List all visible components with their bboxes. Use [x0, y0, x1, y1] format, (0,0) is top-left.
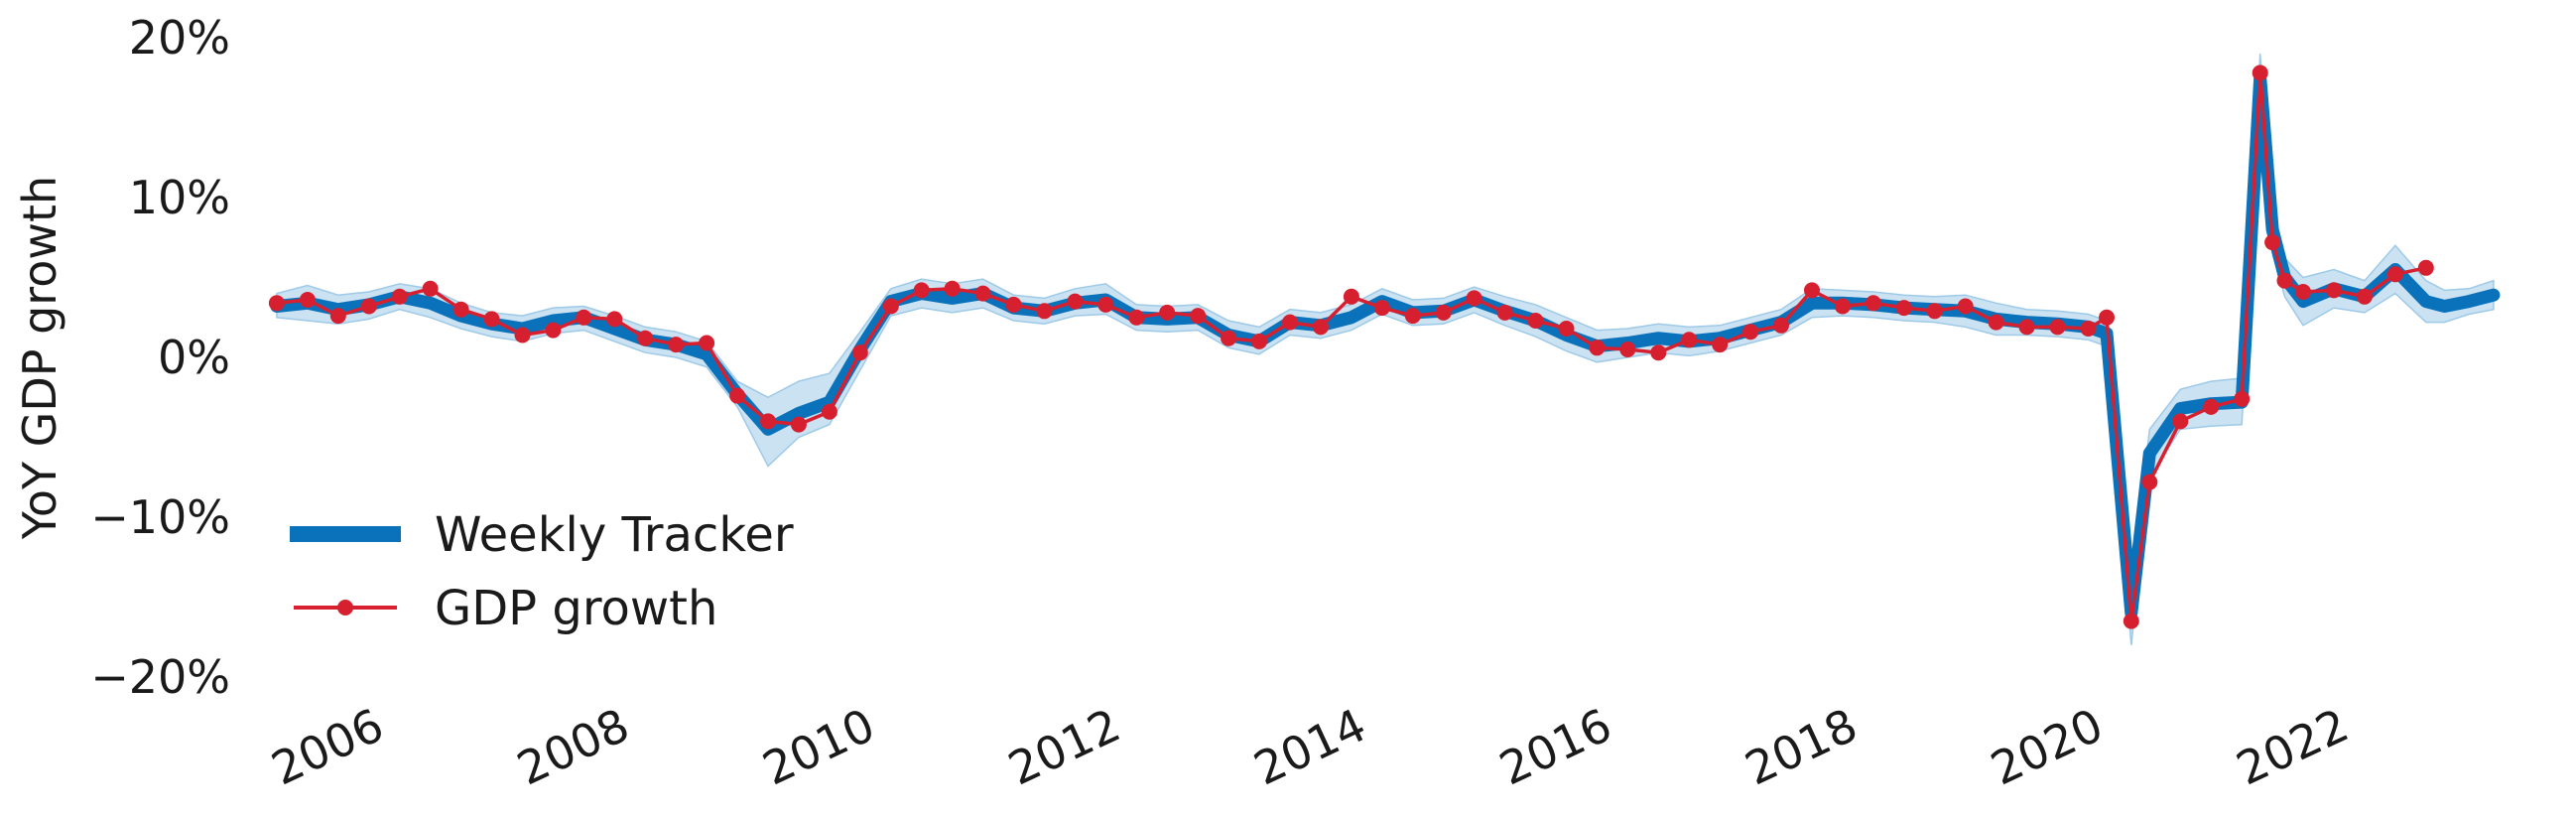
gdp-growth-point: [2276, 272, 2293, 289]
legend: Weekly Tracker GDP growth: [290, 507, 794, 636]
y-tick-label: −10%: [90, 490, 230, 544]
gdp-growth-point: [1895, 300, 1912, 317]
gdp-growth-point: [1251, 333, 1267, 349]
x-tick-label: 2014: [1246, 698, 1374, 795]
gdp-growth-point: [1404, 308, 1421, 325]
gdp-growth-point: [1466, 290, 1482, 307]
gdp-growth-point: [2203, 398, 2220, 415]
gdp-growth-point: [1496, 304, 1513, 321]
gdp-growth-point: [2417, 259, 2434, 276]
legend-marker-gdp-growth: [337, 600, 353, 615]
x-tick-label: 2018: [1738, 698, 1866, 795]
gdp-growth-point: [606, 311, 623, 328]
y-tick-label: −20%: [90, 650, 230, 704]
x-axis-ticks: 2006 2008 2010 2012 2014 2016 2018 2020 2022: [264, 698, 2357, 795]
gdp-growth-point: [1527, 313, 1544, 329]
gdp-growth-point: [760, 413, 776, 430]
gdp-growth-point: [360, 298, 377, 315]
gdp-growth-point: [2172, 413, 2189, 430]
gdp-growth-point: [1097, 296, 1114, 313]
x-tick-label: 2006: [264, 698, 392, 795]
gdp-growth-point: [422, 280, 439, 297]
gdp-growth-point: [1773, 317, 1789, 334]
gdp-growth-point: [1558, 321, 1575, 337]
gdp-growth-point: [1343, 288, 1359, 305]
gdp-growth-point: [2234, 390, 2251, 407]
gdp-growth-point: [1036, 303, 1053, 320]
y-tick-label: 20%: [129, 11, 230, 65]
gdp-growth-point: [2123, 613, 2139, 629]
gdp-growth-point: [545, 322, 562, 339]
y-tick-label: 10%: [129, 171, 230, 224]
gdp-growth-point: [2080, 321, 2097, 337]
gdp-growth-point: [576, 309, 592, 326]
gdp-growth-point: [1619, 342, 1636, 357]
gdp-growth-point: [2326, 282, 2342, 299]
gdp-growth-point: [974, 285, 991, 302]
gdp-growth-point: [299, 292, 316, 308]
gdp-growth-point: [1926, 303, 1943, 320]
gdp-growth-point: [1988, 314, 2004, 331]
legend-label-weekly-tracker: Weekly Tracker: [435, 507, 794, 563]
gdp-growth-point: [1373, 300, 1390, 317]
gdp-growth-point: [2386, 266, 2403, 283]
gdp-growth-point: [1681, 332, 1698, 348]
gdp-growth-point: [851, 344, 868, 361]
legend-label-gdp-growth: GDP growth: [435, 581, 717, 636]
gdp-growth-point: [1435, 304, 1452, 321]
gdp-growth-point: [1067, 293, 1084, 310]
gdp-growth-point: [452, 301, 469, 318]
gdp-growth-point: [329, 308, 346, 325]
gdp-growth-point: [391, 288, 408, 305]
gdp-growth-point: [2295, 284, 2311, 300]
gdp-growth-point: [913, 282, 930, 299]
gdp-growth-point: [1312, 319, 1329, 336]
gdp-growth-point: [1190, 308, 1207, 325]
gdp-growth-point: [2356, 288, 2373, 305]
x-tick-label: 2010: [755, 698, 883, 795]
gdp-growth-point: [1804, 282, 1820, 299]
gdp-growth-point: [1282, 314, 1298, 331]
tracker-confidence-band-layer: [276, 54, 2495, 645]
gdp-growth-point: [1865, 295, 1881, 312]
gdp-growth-point: [1128, 309, 1145, 326]
gdp-growth-point: [2252, 65, 2268, 81]
gdp-growth-point: [1221, 330, 1237, 346]
gdp-growth-point: [1159, 304, 1176, 321]
gdp-growth-point: [668, 337, 685, 353]
y-tick-label: 0%: [158, 331, 230, 384]
gdp-growth-point: [637, 330, 654, 346]
gdp-growth-point: [268, 295, 285, 312]
gdp-growth-point: [2049, 319, 2066, 336]
gdp-growth-point: [1005, 296, 1022, 313]
gdp-growth-point: [944, 280, 961, 297]
y-axis-ticks: −20% −10% 0% 10% 20%: [90, 11, 230, 704]
x-tick-label: 2012: [1000, 698, 1128, 795]
gdp-growth-point: [1589, 340, 1606, 356]
gdp-growth-point: [2099, 309, 2115, 326]
gdp-growth-point: [821, 403, 837, 420]
gdp-growth-layer: [268, 65, 2434, 629]
gdp-growth-point: [1712, 337, 1729, 353]
gdp-growth-point: [729, 387, 746, 404]
x-tick-label: 2008: [509, 698, 637, 795]
x-tick-label: 2016: [1491, 698, 1619, 795]
gdp-growth-point: [790, 416, 807, 433]
x-tick-label: 2022: [2229, 698, 2357, 795]
gdp-growth-point: [2018, 319, 2035, 336]
gdp-growth-point: [1742, 324, 1759, 341]
gdp-growth-point: [483, 311, 500, 328]
y-axis-title: YoY GDP growth: [13, 176, 66, 540]
gdp-growth-point: [1650, 344, 1667, 361]
tracker-confidence-band: [276, 54, 2495, 645]
gdp-growth-point: [699, 335, 715, 351]
gdp-growth-point: [2141, 474, 2158, 490]
gdp-growth-point: [2264, 234, 2281, 251]
gdp-growth-point: [882, 298, 899, 315]
gdp-growth-point: [1834, 298, 1851, 315]
gdp-growth-point: [514, 327, 531, 343]
gdp-growth-point: [1957, 298, 1974, 315]
x-tick-label: 2020: [1983, 698, 2111, 795]
